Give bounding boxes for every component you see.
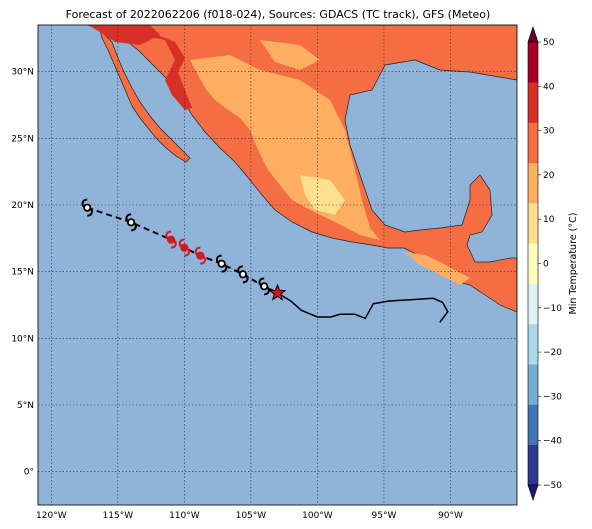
colorbar-tick-label: 10: [543, 215, 555, 225]
colorbar-tick-label: −30: [543, 392, 562, 402]
lon-tick-label: 115°W: [103, 511, 134, 521]
colorbar-swatch: [528, 444, 538, 486]
colorbar-tick-label: −40: [543, 437, 562, 447]
storm-track: [81, 198, 449, 323]
colorbar-tick-label: −10: [543, 304, 562, 314]
colorbar-tick-label: 50: [543, 38, 555, 48]
colorbar-extend-top: [527, 26, 539, 43]
lat-tick-label: 30°N: [11, 68, 34, 78]
land-cool-central: [300, 175, 345, 215]
colorbar-tick-label: 30: [543, 127, 555, 137]
hurricane-eye-icon: [83, 203, 92, 212]
land-hot-sonora: [118, 30, 192, 110]
colorbar-swatch: [528, 404, 538, 446]
hurricane-symbol-icon: [215, 254, 228, 273]
hurricane-symbol-icon: [125, 213, 137, 232]
lon-tick-label: 110°W: [169, 511, 200, 521]
hurricane-symbol-icon: [165, 230, 177, 249]
hurricane-core-icon: [180, 243, 189, 252]
lat-tick-label: 5°N: [17, 401, 34, 411]
land-baja-california: [99, 28, 191, 163]
hurricane-eye-icon: [127, 218, 136, 227]
lat-tick-label: 15°N: [11, 268, 34, 278]
lat-tick-label: 25°N: [11, 134, 34, 144]
lat-tick-label: 10°N: [11, 334, 34, 344]
longitude-labels: 120°W 115°W 110°W 105°W 100°W 95°W 90°W: [36, 511, 463, 521]
lat-tick-label: 20°N: [11, 201, 34, 211]
colorbar-swatch: [528, 243, 538, 284]
hurricane-eye-icon: [217, 259, 226, 268]
colorbar-tick-label: −50: [543, 481, 562, 491]
colorbar-extend-bottom: [527, 484, 539, 501]
graticule: [38, 25, 517, 505]
hurricane-eye-icon: [260, 282, 269, 291]
colorbar-swatch: [528, 283, 538, 325]
colorbar-swatch: [528, 203, 538, 244]
colorbar-label: Min Temperature (°C): [568, 213, 579, 315]
colorbar-tick-label: −20: [543, 348, 562, 358]
land-mild-guatemala: [405, 252, 470, 285]
lon-tick-label: 100°W: [302, 511, 333, 521]
current-position-star-icon: [268, 283, 287, 301]
hurricane-core-icon: [196, 251, 205, 260]
colorbar-tick-label: 20: [543, 171, 555, 181]
past-track-line: [277, 292, 449, 323]
lon-tick-label: 90°W: [438, 511, 463, 521]
colorbar-tick-label: 40: [543, 82, 555, 92]
map-frame: [37, 24, 518, 506]
colorbar-swatch: [528, 364, 538, 405]
lon-tick-label: 95°W: [372, 511, 397, 521]
map-panel: [38, 25, 517, 505]
land-mild-texas: [260, 40, 320, 70]
latitude-labels: 30°N 25°N 20°N 15°N 10°N 5°N 0°: [11, 68, 34, 478]
hurricane-core-icon: [167, 235, 175, 244]
lon-tick-label: 120°W: [36, 511, 67, 521]
lon-tick-label: 105°W: [236, 511, 267, 521]
colorbar-swatch: [528, 323, 538, 365]
colorbar-swatch: [528, 122, 538, 164]
hurricane-symbol-icon: [258, 277, 270, 296]
map-title: Forecast of 2022062206 (f018-024), Sourc…: [65, 8, 491, 21]
colorbar-swatch: [528, 162, 538, 204]
land-hot-northwest: [88, 25, 160, 45]
hurricane-symbol-icon: [194, 246, 207, 265]
hurricane-eye-icon: [238, 270, 248, 279]
hurricane-symbol-icon: [237, 265, 249, 284]
colorbar: 50 40 30 20 10 0 −10 −20 −30 −40 −50 Min Temperatur…: [527, 26, 579, 501]
colorbar-swatch: [528, 42, 538, 83]
hurricane-symbol-icon: [178, 238, 191, 257]
colorbar-swatch: [528, 82, 538, 123]
hurricane-symbol-icon: [81, 198, 93, 217]
colorbar-tick-label: 0: [543, 260, 549, 270]
lat-tick-label: 0°: [24, 468, 34, 478]
